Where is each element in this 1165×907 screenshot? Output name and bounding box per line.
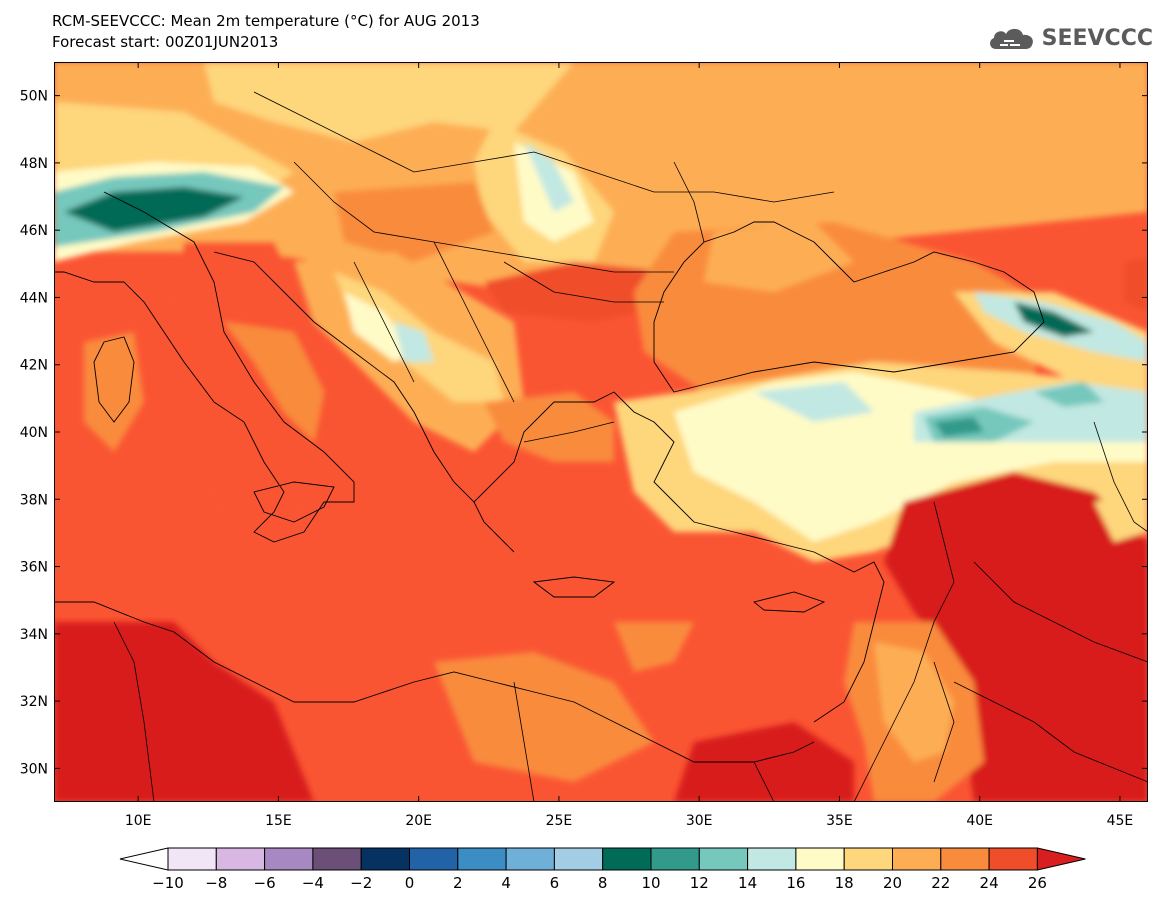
colorbar-label: −2 — [350, 874, 372, 892]
colorbar-label: 22 — [931, 874, 950, 892]
lat-labels: 50N 48N 46N 44N 42N 40N 38N 36N 34N 32N 30N — [20, 89, 48, 778]
lat-tick-label: 30N — [20, 761, 48, 777]
colorbar-over-triangle — [1036, 847, 1086, 871]
colorbar-label: 8 — [598, 874, 608, 892]
lat-tick-label: 48N — [20, 156, 48, 172]
colorbar-swatch — [360, 847, 411, 871]
colorbar-label: 4 — [501, 874, 511, 892]
colorbar-label: 20 — [883, 874, 902, 892]
colorbar-swatch — [698, 847, 749, 871]
colorbar-swatch — [505, 847, 555, 871]
cloud-icon — [989, 28, 1033, 49]
colorbar-swatch — [409, 847, 459, 871]
colorbar-swatch — [940, 847, 990, 871]
colorbar-label: 14 — [738, 874, 757, 892]
lat-tick-label: 40N — [20, 425, 48, 441]
colorbar-label: −10 — [152, 874, 184, 892]
colorbar-swatch — [553, 847, 604, 871]
lon-tick-label: 20E — [405, 813, 432, 829]
lon-tick-label: 15E — [265, 813, 292, 829]
coastlines — [54, 191, 1045, 763]
colorbar-swatch — [602, 847, 652, 871]
colorbar-label: 0 — [405, 874, 415, 892]
temperature-field — [54, 62, 1148, 802]
colorbar-label: 24 — [980, 874, 999, 892]
colorbar-label: −6 — [254, 874, 276, 892]
colorbar-label: −4 — [302, 874, 324, 892]
lon-tick-label: 30E — [686, 813, 713, 829]
lon-tick-label: 35E — [826, 813, 853, 829]
lat-tick-label: 36N — [20, 560, 48, 576]
colorbar-swatch — [215, 847, 266, 871]
colorbar-swatch — [457, 847, 507, 871]
lat-tick-label: 50N — [20, 89, 48, 105]
lon-tick-label: 40E — [966, 813, 993, 829]
colorbar-label: 10 — [641, 874, 660, 892]
colorbar-label: 16 — [786, 874, 805, 892]
lon-tick-label: 25E — [546, 813, 573, 829]
colorbar-swatch — [312, 847, 362, 871]
lat-axis — [54, 95, 1148, 769]
colorbar-label: 12 — [690, 874, 709, 892]
lon-tick-label: 10E — [125, 813, 152, 829]
colorbar-swatch — [747, 847, 797, 871]
lat-tick-label: 46N — [20, 223, 48, 239]
colorbar-swatch — [988, 847, 1038, 871]
colorbar-swatch — [264, 847, 314, 871]
colorbar-swatch — [650, 847, 700, 871]
colorbar-under-triangle — [119, 847, 169, 871]
colorbar-label: 18 — [835, 874, 854, 892]
colorbar-label: 26 — [1028, 874, 1047, 892]
country-borders — [113, 91, 1148, 802]
lat-tick-label: 38N — [20, 492, 48, 508]
colorbar-swatch — [167, 847, 217, 871]
lon-labels: 10E 15E 20E 25E 30E 35E 40E 45E — [125, 813, 1134, 829]
lon-tick-label: 45E — [1107, 813, 1134, 829]
lat-tick-label: 42N — [20, 358, 48, 374]
forecast-start-label: Forecast start: 00Z01JUN2013 — [52, 33, 279, 51]
map-panel — [54, 62, 1148, 802]
colorbar-swatch — [892, 847, 942, 871]
seevccc-logo: SEEVCCC — [986, 22, 1153, 54]
colorbar-label: 6 — [550, 874, 560, 892]
lat-tick-label: 44N — [20, 290, 48, 306]
logo-text: SEEVCCC — [1041, 25, 1153, 51]
colorbar-label: −8 — [205, 874, 227, 892]
chart-title: RCM-SEEVCCC: Mean 2m temperature (°C) fo… — [52, 12, 480, 30]
colorbar-swatch — [843, 847, 894, 871]
temperature-map — [54, 62, 1148, 802]
colorbar-swatch — [795, 847, 845, 871]
lat-tick-label: 34N — [20, 627, 48, 643]
colorbar: −10 −8 −6 −4 −2 0 2 4 6 8 10 12 14 16 18 20 22 24 26 — [119, 847, 1086, 892]
colorbar-label: 2 — [453, 874, 463, 892]
lat-tick-label: 32N — [20, 694, 48, 710]
lon-axis — [137, 62, 1121, 802]
